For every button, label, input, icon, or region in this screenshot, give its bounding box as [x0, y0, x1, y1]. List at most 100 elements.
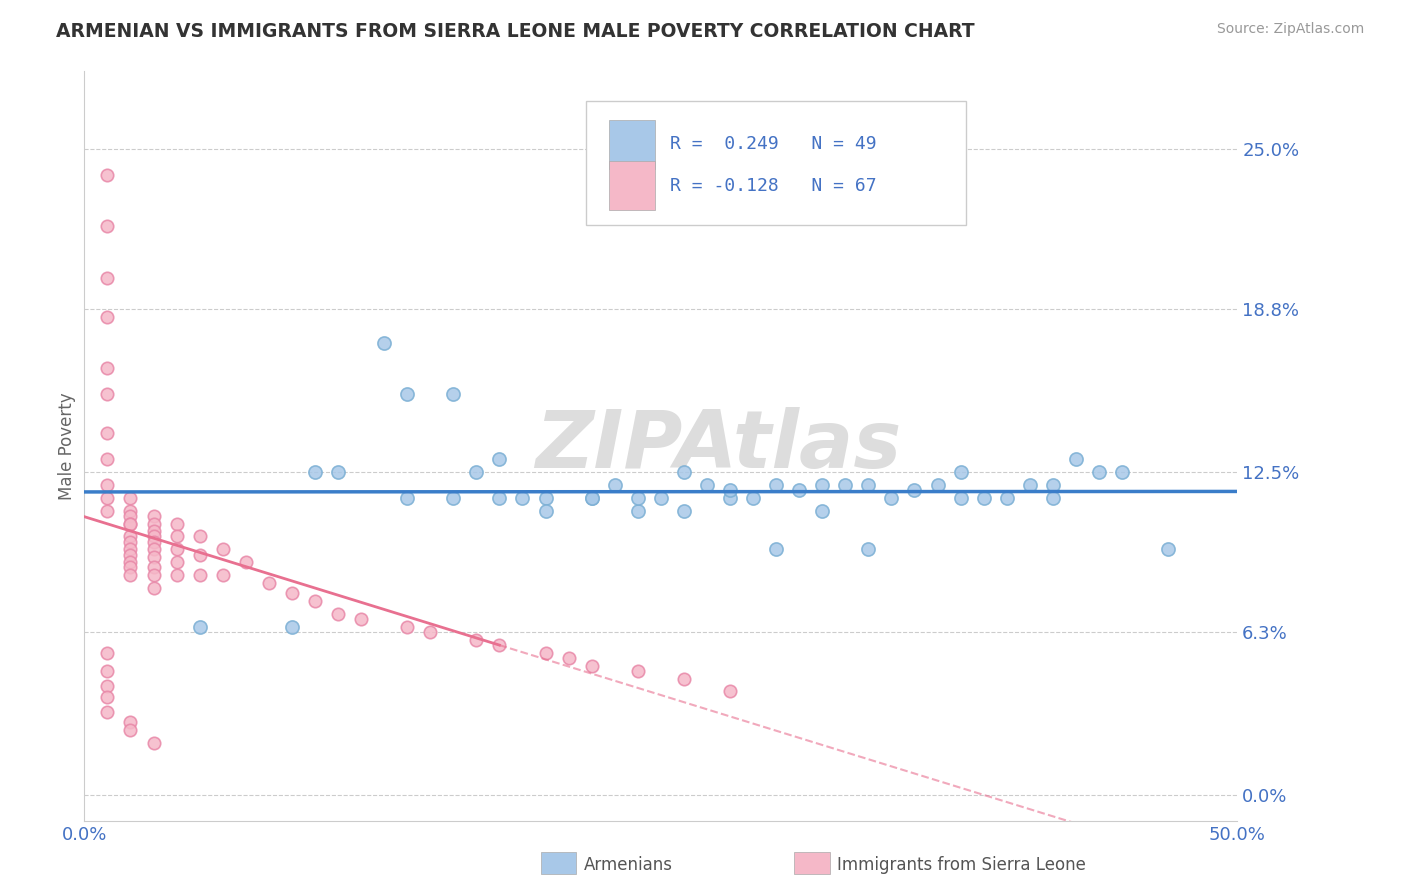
Point — [257, 576, 280, 591]
Point — [120, 534, 142, 549]
Point — [811, 503, 834, 517]
Point — [581, 658, 603, 673]
Point — [166, 529, 188, 543]
Text: ZIPAtlas: ZIPAtlas — [536, 407, 901, 485]
Point — [304, 465, 326, 479]
Point — [787, 483, 810, 497]
Point — [1088, 465, 1111, 479]
Point — [581, 491, 603, 505]
Point — [373, 335, 395, 350]
Text: ARMENIAN VS IMMIGRANTS FROM SIERRA LEONE MALE POVERTY CORRELATION CHART: ARMENIAN VS IMMIGRANTS FROM SIERRA LEONE… — [56, 22, 974, 41]
Point — [120, 568, 142, 582]
Point — [396, 491, 419, 505]
Point — [557, 651, 579, 665]
Point — [811, 477, 834, 491]
Point — [718, 684, 741, 698]
Point — [765, 477, 787, 491]
Point — [858, 477, 880, 491]
Point — [1064, 451, 1087, 466]
Point — [627, 664, 650, 678]
Point — [419, 625, 441, 640]
Point — [142, 534, 165, 549]
Point — [973, 491, 995, 505]
Point — [142, 508, 165, 523]
Point — [627, 503, 650, 517]
Point — [534, 646, 557, 660]
Point — [1111, 465, 1133, 479]
Point — [672, 465, 695, 479]
Point — [211, 568, 233, 582]
Point — [718, 491, 741, 505]
Point — [96, 219, 118, 234]
Point — [1042, 477, 1064, 491]
Point — [465, 465, 488, 479]
Point — [441, 387, 464, 401]
Point — [188, 529, 211, 543]
Point — [281, 586, 304, 600]
Point — [1018, 477, 1040, 491]
Point — [166, 555, 188, 569]
Point — [396, 387, 419, 401]
Point — [142, 529, 165, 543]
Point — [1157, 542, 1180, 557]
Point — [142, 516, 165, 531]
Point — [96, 664, 118, 678]
Point — [465, 632, 488, 647]
Point — [96, 361, 118, 376]
FancyBboxPatch shape — [586, 102, 966, 225]
Point — [120, 723, 142, 738]
Point — [718, 483, 741, 497]
Point — [534, 491, 557, 505]
Point — [120, 560, 142, 574]
Point — [166, 516, 188, 531]
Point — [120, 516, 142, 531]
Point — [350, 612, 373, 626]
Point — [120, 555, 142, 569]
Bar — [609, 120, 655, 169]
Point — [120, 529, 142, 543]
Point — [1042, 491, 1064, 505]
Point — [672, 672, 695, 686]
Point — [488, 638, 510, 652]
Point — [326, 607, 349, 621]
Point — [120, 516, 142, 531]
Point — [142, 550, 165, 565]
Point — [304, 594, 326, 608]
Point — [96, 477, 118, 491]
Point — [281, 620, 304, 634]
Point — [326, 465, 349, 479]
Point — [188, 548, 211, 562]
Point — [120, 503, 142, 517]
Point — [188, 620, 211, 634]
Y-axis label: Male Poverty: Male Poverty — [58, 392, 76, 500]
Point — [120, 491, 142, 505]
Point — [96, 168, 118, 182]
Point — [903, 483, 925, 497]
Point — [211, 542, 233, 557]
Point — [96, 690, 118, 704]
Point — [120, 548, 142, 562]
Point — [96, 491, 118, 505]
Point — [120, 715, 142, 730]
Point — [142, 736, 165, 750]
Point — [742, 491, 765, 505]
Point — [834, 477, 856, 491]
Point — [96, 679, 118, 693]
Point — [627, 491, 650, 505]
Point — [142, 542, 165, 557]
Point — [765, 542, 787, 557]
Point — [96, 451, 118, 466]
Text: R = -0.128   N = 67: R = -0.128 N = 67 — [671, 177, 877, 194]
Point — [142, 568, 165, 582]
Point — [995, 491, 1018, 505]
Point — [166, 542, 188, 557]
Bar — [609, 161, 655, 210]
Point — [581, 491, 603, 505]
Point — [142, 560, 165, 574]
Point — [142, 581, 165, 595]
Point — [96, 310, 118, 324]
Point — [441, 491, 464, 505]
Point — [96, 646, 118, 660]
Point — [120, 508, 142, 523]
Text: Immigrants from Sierra Leone: Immigrants from Sierra Leone — [837, 856, 1085, 874]
